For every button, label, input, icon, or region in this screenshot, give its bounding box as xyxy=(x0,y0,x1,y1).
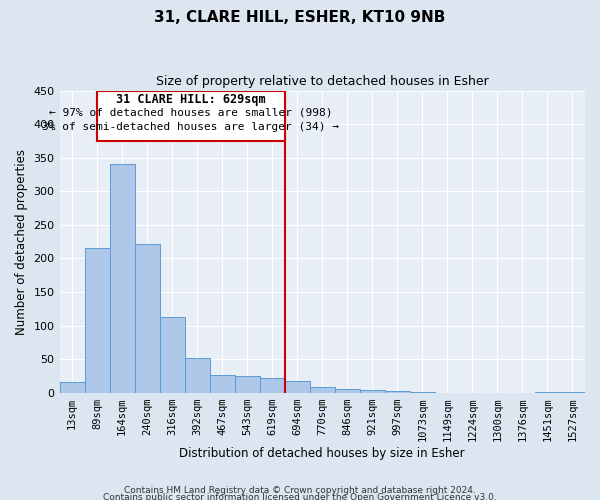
Text: 31 CLARE HILL: 629sqm: 31 CLARE HILL: 629sqm xyxy=(116,93,266,106)
Text: Contains HM Land Registry data © Crown copyright and database right 2024.: Contains HM Land Registry data © Crown c… xyxy=(124,486,476,495)
Bar xyxy=(310,388,335,393)
Title: Size of property relative to detached houses in Esher: Size of property relative to detached ho… xyxy=(156,75,488,88)
Text: Contains public sector information licensed under the Open Government Licence v3: Contains public sector information licen… xyxy=(103,494,497,500)
Bar xyxy=(59,382,85,393)
Bar xyxy=(385,392,410,393)
Bar xyxy=(285,380,310,393)
Bar xyxy=(260,378,285,393)
Bar xyxy=(535,392,560,393)
FancyBboxPatch shape xyxy=(97,90,285,141)
Bar xyxy=(185,358,209,393)
Bar xyxy=(235,376,260,393)
Bar xyxy=(560,392,585,393)
Bar xyxy=(360,390,385,393)
Bar xyxy=(410,392,435,393)
X-axis label: Distribution of detached houses by size in Esher: Distribution of detached houses by size … xyxy=(179,447,465,460)
Y-axis label: Number of detached properties: Number of detached properties xyxy=(15,148,28,334)
Bar xyxy=(110,164,134,393)
Text: 3% of semi-detached houses are larger (34) →: 3% of semi-detached houses are larger (3… xyxy=(43,122,340,132)
Bar xyxy=(160,317,185,393)
Bar xyxy=(335,390,360,393)
Bar xyxy=(134,244,160,393)
Text: ← 97% of detached houses are smaller (998): ← 97% of detached houses are smaller (99… xyxy=(49,108,332,118)
Text: 31, CLARE HILL, ESHER, KT10 9NB: 31, CLARE HILL, ESHER, KT10 9NB xyxy=(154,10,446,25)
Bar xyxy=(85,248,110,393)
Bar xyxy=(209,376,235,393)
